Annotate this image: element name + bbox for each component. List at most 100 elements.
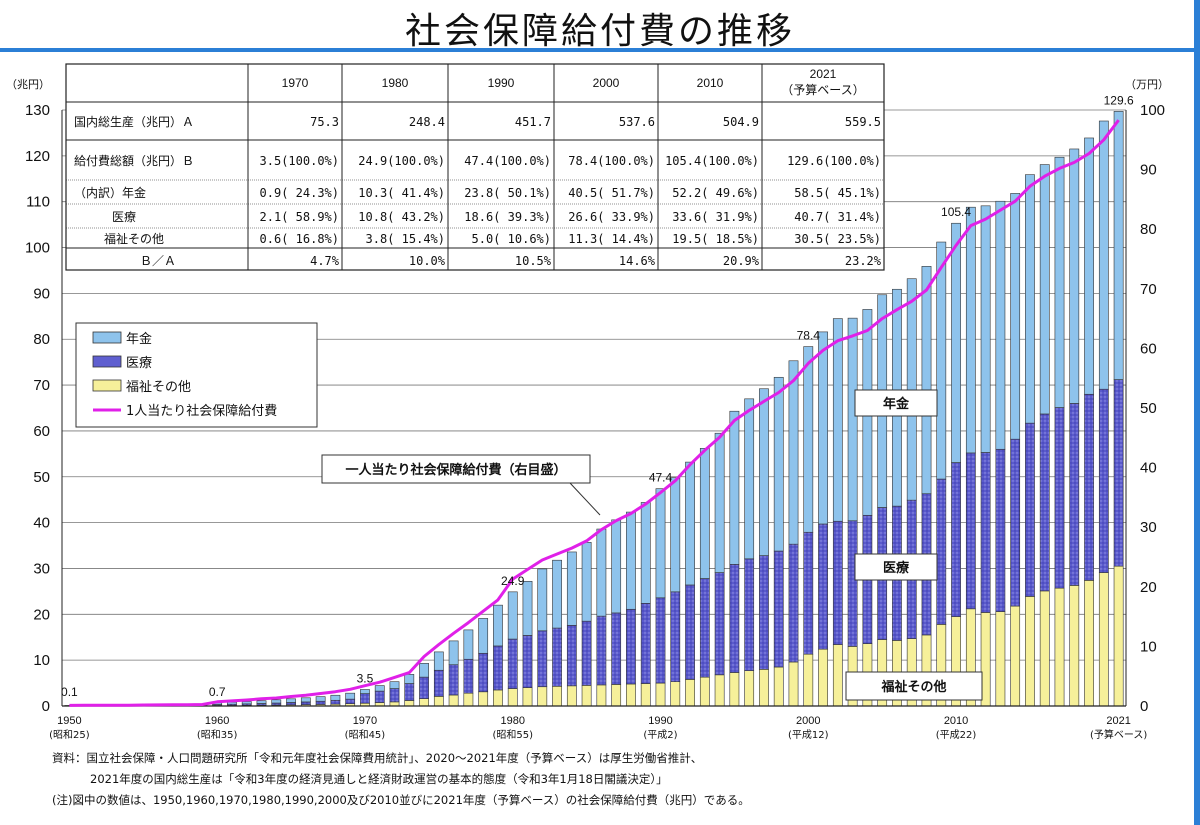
y-tick-label: 110 <box>26 194 50 211</box>
bar-medical <box>744 558 755 671</box>
bar-welfare <box>640 683 651 707</box>
table-cell: 58.5( 45.1%) <box>794 186 881 200</box>
bar-medical <box>522 635 533 688</box>
table-header: 2021 <box>810 67 837 81</box>
bar-pension <box>685 461 695 586</box>
bar-welfare <box>478 691 489 707</box>
y2-tick-label: 40 <box>1140 460 1157 477</box>
bar-pension <box>360 689 370 694</box>
bar-welfare <box>493 689 503 707</box>
bar-medical <box>1025 422 1035 597</box>
bar-medical <box>1113 379 1124 567</box>
label-medical: 医療 <box>883 560 910 576</box>
bar-welfare <box>537 686 548 707</box>
bar-welfare <box>995 611 1006 707</box>
bar-pension <box>965 206 976 454</box>
bar-pension <box>773 376 784 552</box>
table-cell: 3.5(100.0%) <box>260 154 339 168</box>
legend: 年金 医療 福祉その他 1人当たり社会保障給付費 <box>75 322 318 428</box>
table-cell: 129.6(100.0%) <box>787 154 881 168</box>
y-tick-label: 40 <box>33 515 50 532</box>
note-source: 資料：国立社会保障・人口問題研究所「令和元年度社会保障費用統計」、2020～20… <box>52 751 703 765</box>
bar-medical <box>995 448 1006 612</box>
bar-welfare <box>522 687 533 707</box>
bar-medical <box>965 452 976 610</box>
label-per-capita-leader <box>569 482 601 516</box>
table-cell: 20.9% <box>723 254 760 268</box>
label-pension: 年金 <box>883 396 910 412</box>
bar-pension <box>788 360 799 545</box>
bar-medical <box>655 597 666 684</box>
bar-medical <box>345 698 356 705</box>
table-header: 2000 <box>593 76 620 90</box>
table-row-label: （内訳）年金 <box>74 185 146 200</box>
bar-medical <box>448 664 459 696</box>
bar-pension <box>995 200 1006 450</box>
bar-pension <box>507 591 518 640</box>
bar-medical <box>478 652 489 693</box>
x-tick-label: 2010 <box>944 715 968 727</box>
bar-pension <box>241 701 252 705</box>
data-label: 0.7 <box>209 685 226 699</box>
bar-medical <box>832 520 843 645</box>
axes: 0 10 20 30 40 50 60 70 80 90 100 110 120 130 0 10 20 30 40… <box>25 102 1165 741</box>
bar-pension <box>374 685 385 692</box>
y-tick-label: 30 <box>33 560 50 577</box>
bar-pension <box>759 388 769 556</box>
data-labels: 0.1 0.7 3.5 24.9 47.4 78.4 105.4 129.6 <box>61 93 1134 699</box>
bar-pension <box>271 699 282 704</box>
table-header: 2010 <box>697 76 724 90</box>
bar-pension <box>463 629 474 660</box>
legend-label-per-capita: 1人当たり社会保障給付費 <box>126 403 277 419</box>
note-remark: (注)図中の数値は、1950,1960,1970,1980,1990,2000及… <box>52 793 750 807</box>
x-tick-label: 1980 <box>500 715 524 727</box>
bar-pension <box>1054 156 1065 408</box>
table-row-label: 医療 <box>112 210 136 224</box>
bar-pension <box>1010 193 1021 440</box>
y2-tick-label: 0 <box>1140 698 1148 715</box>
bar-pension <box>640 502 651 604</box>
label-welfare: 福祉その他 <box>880 679 946 695</box>
table-cell: 0.6( 16.8%) <box>260 232 339 246</box>
bar-medical <box>847 520 858 647</box>
table-row-label: 福祉その他 <box>104 231 164 246</box>
table-cell: 40.7( 31.4%) <box>794 210 881 224</box>
y2-tick-label: 10 <box>1140 638 1157 655</box>
bar-medical <box>714 572 725 676</box>
table-cell: 75.3 <box>310 115 339 129</box>
bar-welfare <box>419 698 429 707</box>
bar-pension <box>300 697 311 703</box>
bar-welfare <box>670 681 681 707</box>
bar-medical <box>626 608 636 685</box>
data-label: 0.1 <box>61 685 78 699</box>
bar-medical <box>404 683 415 701</box>
bar-welfare <box>1039 590 1050 707</box>
table-cell: 26.6( 33.9%) <box>568 210 655 224</box>
right-axis-unit: （万円） <box>1125 78 1169 91</box>
table-cell: 10.3( 41.4%) <box>358 186 445 200</box>
bar-welfare <box>611 684 622 707</box>
table-cell: 10.8( 43.2%) <box>358 210 445 224</box>
y-tick-label: 100 <box>25 240 50 257</box>
legend-label-pension: 年金 <box>126 331 152 347</box>
bar-pension <box>419 663 429 678</box>
note-gdp: 2021年度の国内総生産は「令和3年度の経済見通しと経済財政運営の基本的態度（令… <box>90 772 668 786</box>
title-underline <box>0 48 1200 52</box>
bar-welfare <box>404 700 415 707</box>
bar-medical <box>1098 388 1109 573</box>
y-tick-label: 130 <box>25 102 50 119</box>
bar-medical <box>936 478 947 625</box>
y2-tick-label: 20 <box>1140 579 1157 596</box>
bar-welfare <box>448 694 459 707</box>
left-axis-unit: （兆円） <box>6 78 50 91</box>
bar-pension <box>1098 120 1109 390</box>
table-cell: 19.5( 18.5%) <box>672 232 759 246</box>
table-cell: 18.6( 39.3%) <box>464 210 551 224</box>
x-tick-label: 1950 <box>57 715 81 727</box>
table-frame <box>65 63 885 271</box>
bar-medical <box>685 584 695 680</box>
bar-welfare <box>832 644 843 707</box>
table-header-sub: （予算ベース） <box>781 82 864 97</box>
y-tick-label: 90 <box>33 285 50 302</box>
x-tick-sublabel: (平成22) <box>936 729 977 741</box>
